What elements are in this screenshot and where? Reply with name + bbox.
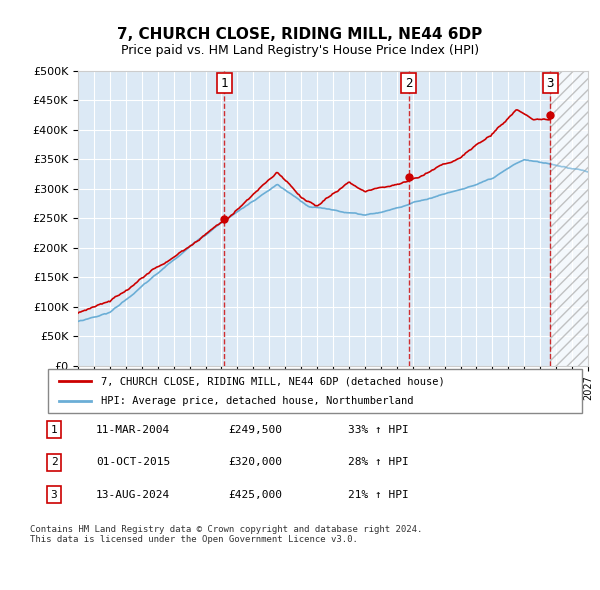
Text: 1: 1 [221, 77, 228, 90]
Text: HPI: Average price, detached house, Northumberland: HPI: Average price, detached house, Nort… [101, 396, 414, 405]
Bar [550, 71, 588, 366]
Text: 2: 2 [50, 457, 58, 467]
Text: Price paid vs. HM Land Registry's House Price Index (HPI): Price paid vs. HM Land Registry's House … [121, 44, 479, 57]
Text: 28% ↑ HPI: 28% ↑ HPI [348, 457, 409, 467]
Text: 7, CHURCH CLOSE, RIDING MILL, NE44 6DP (detached house): 7, CHURCH CLOSE, RIDING MILL, NE44 6DP (… [101, 376, 445, 386]
FancyBboxPatch shape [48, 369, 582, 413]
Text: £320,000: £320,000 [228, 457, 282, 467]
Text: £249,500: £249,500 [228, 425, 282, 435]
Text: £425,000: £425,000 [228, 490, 282, 500]
Text: 11-MAR-2004: 11-MAR-2004 [96, 425, 170, 435]
Text: 33% ↑ HPI: 33% ↑ HPI [348, 425, 409, 435]
Text: 7, CHURCH CLOSE, RIDING MILL, NE44 6DP: 7, CHURCH CLOSE, RIDING MILL, NE44 6DP [118, 27, 482, 41]
Text: Contains HM Land Registry data © Crown copyright and database right 2024.
This d: Contains HM Land Registry data © Crown c… [30, 525, 422, 545]
Text: 1: 1 [50, 425, 58, 435]
Text: 3: 3 [547, 77, 554, 90]
Text: 13-AUG-2024: 13-AUG-2024 [96, 490, 170, 500]
Text: 2: 2 [405, 77, 412, 90]
Text: 3: 3 [50, 490, 58, 500]
Text: 01-OCT-2015: 01-OCT-2015 [96, 457, 170, 467]
Text: 21% ↑ HPI: 21% ↑ HPI [348, 490, 409, 500]
